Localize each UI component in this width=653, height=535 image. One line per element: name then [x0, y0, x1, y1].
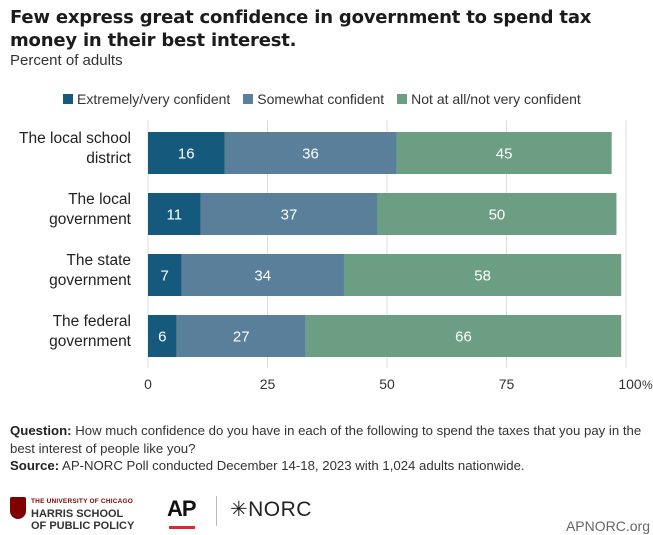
legend-item-not-at-all: Not at all/not very confident [397, 91, 581, 107]
bar-segment [148, 315, 177, 357]
x-tick-label: 75 [499, 376, 515, 392]
x-tick-unit: % [642, 378, 653, 392]
data-label: 66 [455, 329, 472, 346]
data-label: 34 [254, 268, 271, 285]
legend-label: Extremely/very confident [77, 91, 231, 107]
data-label: 45 [496, 146, 513, 163]
source-text: AP-NORC Poll conducted December 14-18, 2… [59, 458, 525, 473]
legend: Extremely/very confident Somewhat confid… [63, 90, 581, 108]
category-label: The federal government [49, 313, 132, 350]
data-label: 11 [167, 207, 183, 224]
category-label: The local school district [19, 130, 132, 167]
data-label: 7 [161, 268, 169, 285]
data-label: 50 [489, 207, 506, 224]
question-text: How much confidence do you have in each … [10, 423, 642, 456]
bar-segment [181, 254, 344, 296]
data-label: 37 [281, 207, 298, 224]
data-label: 16 [178, 146, 195, 163]
question-label: Question: [10, 423, 72, 438]
x-tick-label: 0 [144, 376, 152, 392]
uchicago-harris-logo: THE UNIVERSITY OF CHICAGO HARRIS SCHOOL … [10, 492, 134, 532]
uchicago-name: THE UNIVERSITY OF CHICAGO [31, 498, 134, 505]
footnote: Question: How much confidence do you hav… [10, 422, 650, 475]
category-label: The state government [49, 252, 132, 289]
data-label: 36 [302, 146, 319, 163]
bar-segment [305, 315, 622, 357]
harris-school: HARRIS SCHOOL [31, 508, 124, 520]
ap-logo: AP [167, 496, 197, 521]
x-tick-label: 50 [379, 376, 395, 392]
logo-divider [216, 496, 217, 526]
data-label: 27 [233, 329, 250, 346]
site-link[interactable]: APNORC.org [565, 518, 650, 534]
x-tick-label: 25 [260, 376, 276, 392]
chart-title: Few express great confidence in governme… [10, 7, 592, 51]
public-policy: OF PUBLIC POLICY [31, 520, 135, 532]
legend-swatch [243, 94, 254, 104]
stacked-bar-chart: The local school district 16 36 45 The local g… [19, 120, 653, 392]
ap-underline [169, 526, 195, 529]
bar-segment [148, 193, 201, 235]
bar-segment [396, 132, 612, 174]
legend-swatch [397, 94, 408, 104]
bar-segment [200, 193, 378, 235]
legend-label: Not at all/not very confident [411, 91, 581, 107]
bar-segment [343, 254, 622, 296]
data-label: 58 [474, 268, 491, 285]
bar-segment [148, 254, 182, 296]
bar-segment [224, 132, 397, 174]
legend-swatch [63, 94, 73, 104]
bar-segment [377, 193, 617, 235]
logo-bar: THE UNIVERSITY OF CHICAGO HARRIS SCHOOL … [10, 492, 650, 534]
legend-label: Somewhat confident [257, 91, 385, 107]
data-label: 6 [158, 329, 166, 346]
source-label: Source: [10, 458, 60, 473]
chart-subtitle: Percent of adults [10, 52, 123, 69]
legend-item-extremely-very: Extremely/very confident [63, 91, 230, 107]
norc-logo: ✳NORC [230, 498, 312, 521]
legend-item-somewhat: Somewhat confident [243, 91, 384, 107]
bar-segment [148, 132, 225, 174]
shield-icon [10, 497, 26, 519]
category-label: The local government [49, 191, 132, 228]
bar-segment [176, 315, 306, 357]
x-tick-label: 100 [618, 376, 642, 392]
